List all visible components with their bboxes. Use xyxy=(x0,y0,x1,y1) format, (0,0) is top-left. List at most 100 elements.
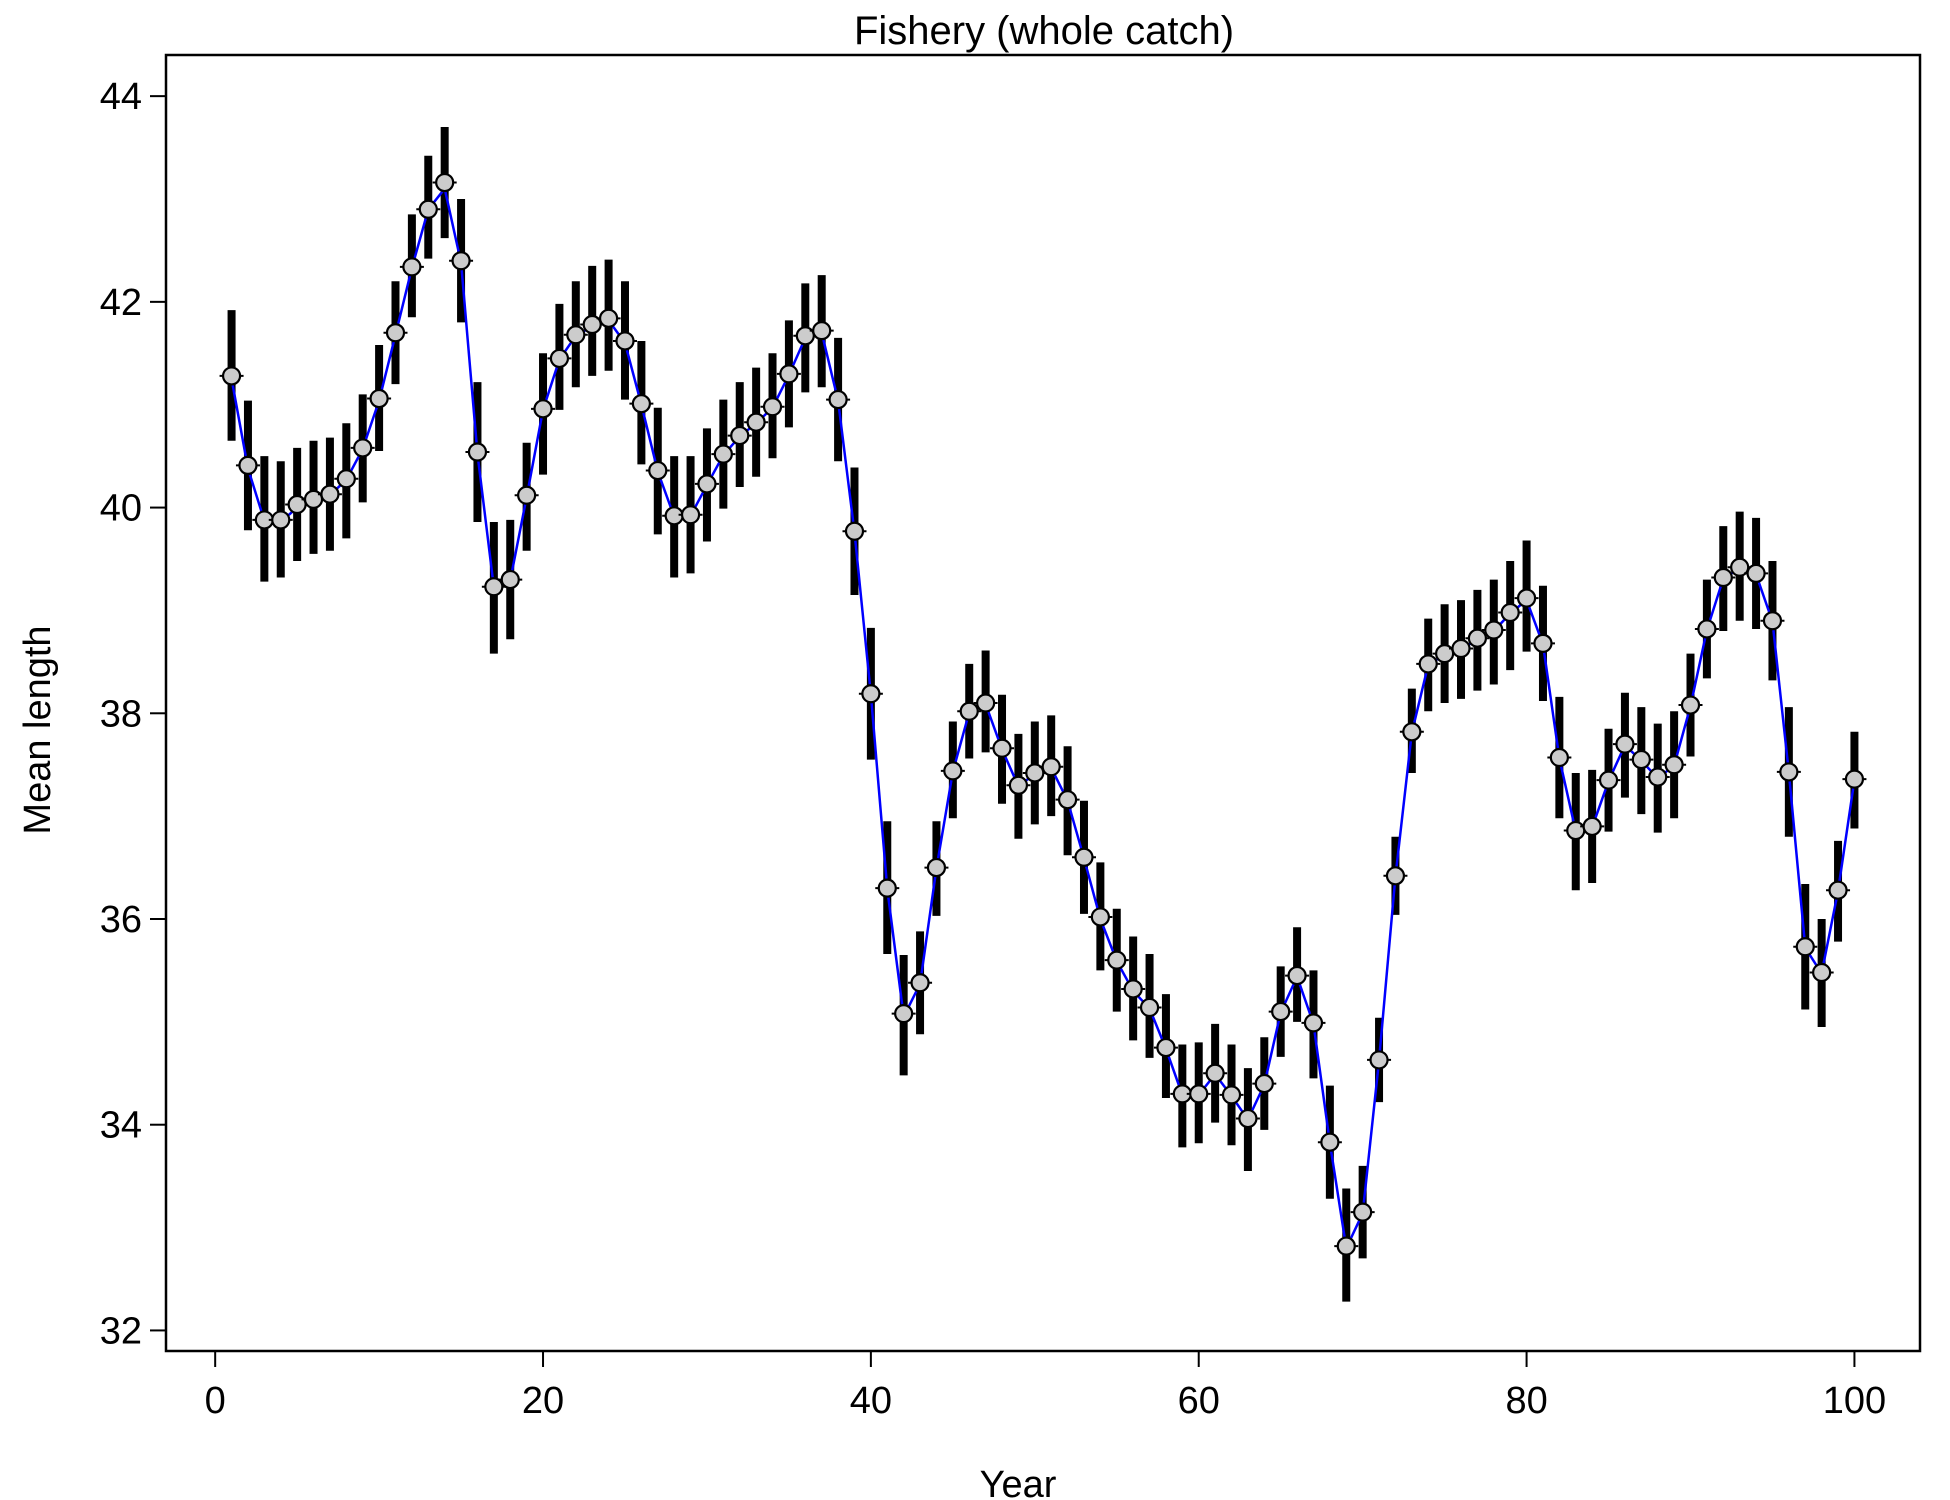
data-point xyxy=(1385,866,1406,886)
x-tick-label: 0 xyxy=(205,1380,226,1422)
data-point xyxy=(221,366,242,386)
data-point xyxy=(533,399,553,419)
data-point xyxy=(664,506,684,526)
data-point xyxy=(1320,1132,1340,1152)
data-point xyxy=(1812,962,1832,983)
data-point xyxy=(1451,638,1471,659)
data-point xyxy=(1648,767,1668,787)
data-point xyxy=(369,388,389,409)
data-point xyxy=(1123,979,1143,999)
data-point xyxy=(1500,602,1520,623)
data-point xyxy=(812,321,832,341)
y-tick-label: 38 xyxy=(100,693,142,735)
x-tick-label: 100 xyxy=(1823,1380,1886,1422)
data-point xyxy=(1467,628,1488,648)
y-tick-label: 32 xyxy=(100,1310,142,1352)
y-tick-label: 44 xyxy=(100,76,142,118)
data-point xyxy=(1254,1073,1274,1094)
data-point xyxy=(959,701,979,721)
data-point xyxy=(1730,557,1750,577)
data-point xyxy=(1057,790,1078,810)
x-tick-label: 20 xyxy=(522,1380,564,1422)
data-point xyxy=(1189,1084,1209,1104)
data-point xyxy=(828,389,848,410)
data-point xyxy=(336,469,356,489)
data-point xyxy=(353,438,373,458)
data-point xyxy=(566,325,586,345)
data-point xyxy=(1516,588,1537,608)
data-point xyxy=(1139,997,1160,1018)
data-point xyxy=(943,761,963,781)
data-point xyxy=(598,308,619,328)
data-point xyxy=(1025,763,1045,783)
data-point xyxy=(1418,654,1438,674)
data-point xyxy=(697,474,717,494)
data-point xyxy=(1615,734,1635,754)
data-point xyxy=(1664,755,1684,775)
data-point xyxy=(992,738,1012,758)
data-point xyxy=(1402,722,1422,742)
data-point xyxy=(713,444,733,464)
plot-frame xyxy=(164,53,1922,1353)
y-tick-label: 34 xyxy=(100,1105,142,1147)
data-point xyxy=(1746,563,1766,584)
data-point xyxy=(1008,775,1029,795)
data-point xyxy=(238,455,258,475)
x-tick-label: 80 xyxy=(1505,1380,1547,1422)
data-point xyxy=(467,442,488,462)
data-point xyxy=(385,323,406,343)
axes: 0 20 40 60 80 100 32 34 36 38 40 42 44 xyxy=(100,76,1886,1422)
y-tick-label: 42 xyxy=(100,282,142,324)
data-point xyxy=(1697,619,1717,639)
data-point xyxy=(320,484,340,504)
data-point xyxy=(1779,762,1799,782)
data-point xyxy=(402,257,422,277)
data-point xyxy=(1713,567,1733,588)
data-point xyxy=(1238,1108,1258,1129)
data-point xyxy=(976,693,996,713)
data-point xyxy=(730,425,750,446)
data-point xyxy=(1582,816,1602,837)
x-axis-label: Year xyxy=(980,1464,1057,1500)
data-point xyxy=(1271,1001,1291,1022)
data-point xyxy=(894,1004,914,1024)
data-point xyxy=(1336,1236,1356,1256)
data-point xyxy=(1156,1037,1176,1058)
data-point xyxy=(435,172,455,193)
y-axis-label: Mean length xyxy=(17,625,59,834)
data-point xyxy=(1844,769,1865,789)
data-point xyxy=(484,577,504,597)
x-tick-label: 40 xyxy=(850,1380,892,1422)
data-point xyxy=(861,684,881,704)
data-point xyxy=(451,251,471,271)
data-point xyxy=(1533,633,1553,653)
data-point xyxy=(910,973,930,993)
data-point xyxy=(779,364,799,384)
data-point xyxy=(500,569,520,590)
data-point xyxy=(648,460,668,481)
data-point xyxy=(877,878,897,898)
data-point xyxy=(844,521,865,541)
data-point xyxy=(1303,1013,1324,1033)
data-point xyxy=(1828,880,1848,900)
data-point xyxy=(1221,1085,1242,1105)
data-point xyxy=(1795,937,1815,957)
data-point xyxy=(1287,965,1307,986)
data-point xyxy=(1566,820,1586,841)
data-point xyxy=(926,857,947,878)
data-point xyxy=(631,394,651,414)
data-point xyxy=(615,331,635,351)
data-points xyxy=(219,172,1867,1256)
data-point xyxy=(1549,747,1569,768)
data-point xyxy=(517,485,537,505)
data-point xyxy=(1598,770,1619,790)
data-point xyxy=(1074,847,1094,867)
data-point xyxy=(746,412,766,432)
data-point xyxy=(1369,1050,1389,1070)
data-point xyxy=(1631,749,1651,770)
data-point xyxy=(1680,695,1701,715)
y-tick-label: 40 xyxy=(100,488,142,530)
x-tick-label: 60 xyxy=(1178,1380,1220,1422)
data-point xyxy=(680,505,701,525)
